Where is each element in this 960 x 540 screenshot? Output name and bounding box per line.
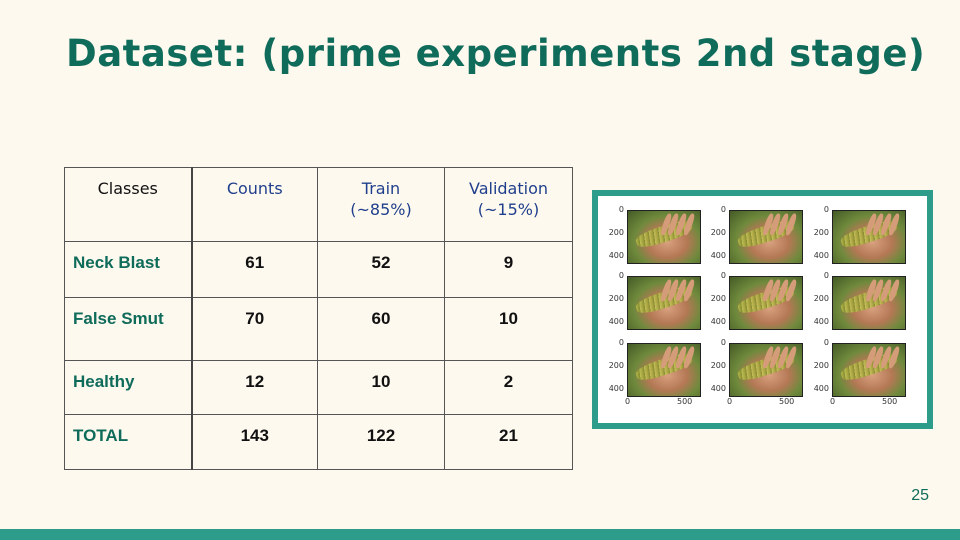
cell-train: 60 xyxy=(317,297,445,361)
y-tick-label: 0 xyxy=(618,338,624,347)
image-grid: 0 200 400 0 200 400 0 200 400 0 200 400 0 200 400 0 200 4… xyxy=(598,196,927,423)
cell-class: False Smut xyxy=(64,297,193,361)
y-tick-label: 200 xyxy=(608,294,624,303)
y-tick-label: 0 xyxy=(823,205,829,214)
sample-image xyxy=(832,343,906,397)
dataset-table: Classes Counts Train (~85%) Validation (… xyxy=(64,167,573,470)
y-tick-label: 400 xyxy=(608,384,624,393)
page-number: 25 xyxy=(911,487,929,504)
y-tick-label: 400 xyxy=(608,317,624,326)
y-tick-label: 200 xyxy=(813,228,829,237)
table-row: TOTAL 143 122 21 xyxy=(64,414,573,470)
y-tick-label: 200 xyxy=(710,228,726,237)
y-tick-label: 0 xyxy=(618,205,624,214)
y-tick-label: 400 xyxy=(710,317,726,326)
table-row: Healthy 12 10 2 xyxy=(64,360,573,415)
cell-count: 143 xyxy=(191,414,318,470)
sample-images-figure: 0 200 400 0 200 400 0 200 400 0 200 400 0 200 400 0 200 4… xyxy=(592,190,933,429)
y-tick-label: 200 xyxy=(710,294,726,303)
header-train-text: Train (~85%) xyxy=(350,179,412,219)
y-tick-label: 200 xyxy=(813,361,829,370)
x-tick-label: 500 xyxy=(677,397,693,406)
y-tick-label: 0 xyxy=(720,271,726,280)
y-tick-label: 400 xyxy=(813,251,829,260)
sample-image xyxy=(729,343,803,397)
cell-class: Healthy xyxy=(64,360,193,415)
y-tick-label: 400 xyxy=(710,251,726,260)
y-tick-label: 400 xyxy=(813,384,829,393)
y-tick-label: 200 xyxy=(608,361,624,370)
cell-validation: 9 xyxy=(444,241,573,298)
y-tick-label: 400 xyxy=(608,251,624,260)
y-tick-label: 0 xyxy=(823,271,829,280)
cell-train: 10 xyxy=(317,360,445,415)
x-tick-label: 500 xyxy=(779,397,795,406)
x-tick-label: 0 xyxy=(625,397,631,406)
header-counts: Counts xyxy=(191,167,318,242)
cell-train: 52 xyxy=(317,241,445,298)
cell-count: 61 xyxy=(191,241,318,298)
sample-image xyxy=(627,210,701,264)
y-tick-label: 400 xyxy=(813,317,829,326)
cell-train: 122 xyxy=(317,414,445,470)
cell-count: 70 xyxy=(191,297,318,361)
header-validation: Validation (~15%) xyxy=(444,167,573,242)
cell-count: 12 xyxy=(191,360,318,415)
y-tick-label: 200 xyxy=(813,294,829,303)
y-tick-label: 0 xyxy=(618,271,624,280)
cell-validation: 10 xyxy=(444,297,573,361)
header-train: Train (~85%) xyxy=(317,167,445,242)
cell-validation: 2 xyxy=(444,360,573,415)
sample-image xyxy=(729,210,803,264)
y-tick-label: 0 xyxy=(720,338,726,347)
sample-image xyxy=(832,210,906,264)
sample-image xyxy=(627,343,701,397)
y-tick-label: 0 xyxy=(720,205,726,214)
table-header-row: Classes Counts Train (~85%) Validation (… xyxy=(64,167,573,242)
x-tick-label: 0 xyxy=(727,397,733,406)
cell-class: Neck Blast xyxy=(64,241,193,298)
y-tick-label: 400 xyxy=(710,384,726,393)
header-validation-text: Validation (~15%) xyxy=(468,179,548,219)
table-row: Neck Blast 61 52 9 xyxy=(64,241,573,298)
x-tick-label: 0 xyxy=(830,397,836,406)
table-row: False Smut 70 60 10 xyxy=(64,297,573,361)
x-tick-label: 500 xyxy=(882,397,898,406)
sample-image xyxy=(729,276,803,330)
sample-image xyxy=(832,276,906,330)
header-classes: Classes xyxy=(64,167,193,242)
slide-title: Dataset: (prime experiments 2nd stage) xyxy=(66,32,926,75)
sample-image xyxy=(627,276,701,330)
cell-validation: 21 xyxy=(444,414,573,470)
footer-bar xyxy=(0,529,960,540)
y-tick-label: 200 xyxy=(608,228,624,237)
y-tick-label: 0 xyxy=(823,338,829,347)
cell-class: TOTAL xyxy=(64,414,193,470)
y-tick-label: 200 xyxy=(710,361,726,370)
